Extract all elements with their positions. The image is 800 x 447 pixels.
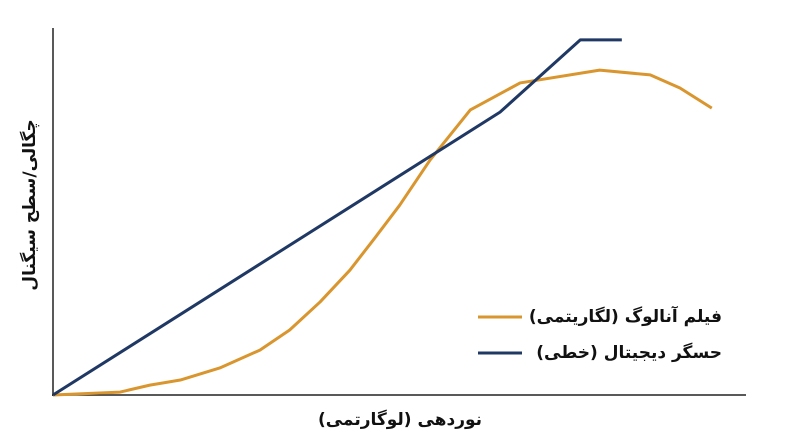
x-axis-label: نوردهی (لوگارتمی) [318, 409, 482, 430]
y-axis-label: چگالی/سطح سیگنال [19, 119, 40, 290]
series-line [52, 68, 713, 397]
legend-label: حسگر دیجیتال (خطی) [536, 342, 722, 363]
series-line [52, 38, 622, 397]
legend-label: فیلم آنالوگ (لگاریتمی) [529, 305, 722, 327]
